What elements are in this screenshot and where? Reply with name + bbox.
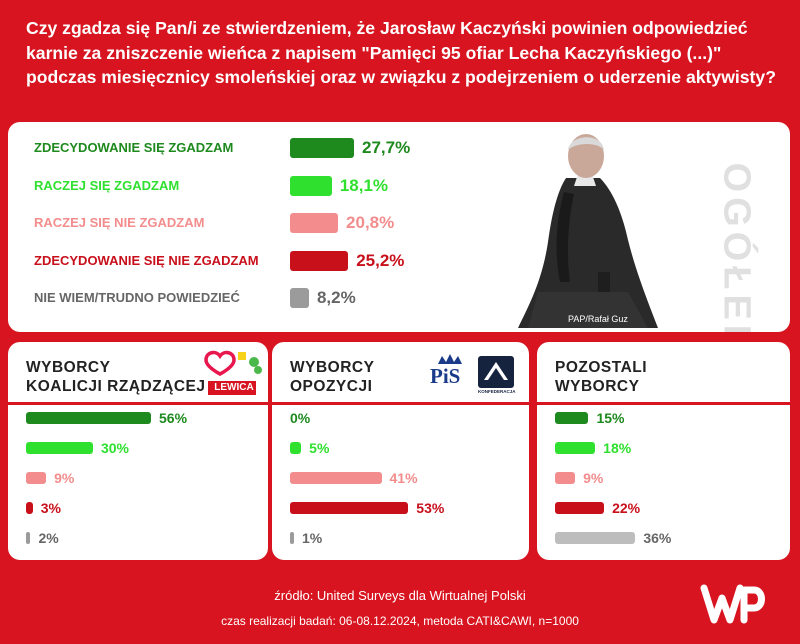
- group-divider: [8, 402, 268, 405]
- group-value-label: 41%: [389, 470, 418, 486]
- pis-logo-text: PiS: [430, 364, 461, 388]
- group-value-label: 22%: [612, 500, 641, 516]
- group-value-label: 56%: [159, 410, 188, 426]
- group-title: POZOSTALI WYBORCY: [555, 358, 647, 396]
- group-bar: [555, 412, 589, 424]
- group-value-label: 5%: [309, 440, 330, 456]
- overall-bar: [290, 213, 339, 233]
- overall-bar: [290, 251, 349, 271]
- overall-value-label: 20,8%: [346, 213, 395, 232]
- group-value-label: 3%: [40, 500, 61, 516]
- coalition-logos: LEWICA: [204, 348, 264, 398]
- group-bar: [26, 502, 33, 514]
- source-note: źródło: United Surveys dla Wirtualnej Po…: [274, 588, 526, 603]
- group-bar: [555, 472, 576, 484]
- group-bar: [290, 472, 382, 484]
- group-bar: [26, 412, 151, 424]
- overall-side-label: OGÓŁEM: [715, 162, 758, 332]
- group-value-label: 15%: [596, 410, 625, 426]
- group-title: WYBORCY OPOZYCJI: [290, 358, 374, 396]
- opposition-logos: PiS KONFEDERACJA: [422, 350, 522, 398]
- overall-value-label: 8,2%: [316, 288, 356, 307]
- overall-row-label: ZDECYDOWANIE SIĘ NIE ZGADZAM: [34, 253, 259, 268]
- konfederacja-logo-text: KONFEDERACJA: [478, 389, 516, 394]
- group-value-label: 30%: [100, 440, 129, 456]
- politician-photo: [518, 134, 658, 328]
- group-title: WYBORCY KOALICJI RZĄDZĄCEJ: [26, 358, 206, 396]
- group-title-line2: WYBORCY: [555, 378, 640, 395]
- group-title-line1: POZOSTALI: [555, 359, 648, 376]
- heart-logo-icon: [204, 350, 262, 395]
- survey-question: Czy zgadza się Pan/i ze stwierdzeniem, ż…: [26, 18, 776, 87]
- overall-value-label: 27,7%: [362, 138, 411, 157]
- overall-row-label: RACZEJ SIĘ ZGADZAM: [34, 178, 180, 193]
- group-panel-others: POZOSTALI WYBORCY 15% 18% 9% 22% 36%: [537, 342, 790, 560]
- overall-panel: ZDECYDOWANIE SIĘ ZGADZAM 27,7% RACZEJ SIĘ …: [8, 122, 790, 332]
- group-title-line2: KOALICJI RZĄDZĄCEJ: [26, 378, 206, 395]
- wp-logo-icon: [700, 584, 765, 624]
- group-divider: [272, 402, 529, 405]
- overall-row-label: ZDECYDOWANIE SIĘ ZGADZAM: [34, 140, 234, 155]
- group-bar: [290, 532, 294, 544]
- group-value-label: 18%: [603, 440, 632, 456]
- group-bar: [26, 442, 93, 454]
- overall-bar: [290, 176, 332, 196]
- survey-methodology: czas realizacji badań: 06-08.12.2024, me…: [221, 614, 579, 628]
- group-bar: [26, 532, 31, 544]
- group-bar: [290, 502, 409, 514]
- overall-bar: [290, 288, 309, 308]
- group-bar: [555, 532, 636, 544]
- group-title-line1: WYBORCY: [290, 359, 375, 376]
- group-value-label: 36%: [643, 530, 672, 546]
- overall-value-label: 18,1%: [339, 176, 389, 195]
- group-value-label: 2%: [38, 530, 59, 546]
- group-value-label: 1%: [302, 530, 323, 546]
- group-bar: [26, 472, 47, 484]
- photo-credit: PAP/Rafał Guz: [568, 314, 628, 324]
- group-panel-coalition: WYBORCY KOALICJI RZĄDZĄCEJ LEWICA 56% 30%…: [8, 342, 268, 560]
- overall-row-label: RACZEJ SIĘ NIE ZGADZAM: [34, 215, 205, 230]
- overall-row-label: NIE WIEM/TRUDNO POWIEDZIEĆ: [34, 290, 240, 305]
- overall-value-label: 25,2%: [356, 251, 405, 270]
- overall-bar: [290, 138, 354, 158]
- group-bar: [555, 502, 605, 514]
- group-title-line2: OPOZYCJI: [290, 378, 373, 395]
- group-bar: [555, 442, 596, 454]
- pis-logo-icon: [438, 354, 514, 388]
- lewica-logo-text: LEWICA: [214, 382, 254, 393]
- group-divider: [537, 402, 790, 405]
- group-value-label: 0%: [290, 410, 311, 426]
- group-value-label: 9%: [583, 470, 604, 486]
- group-value-label: 53%: [416, 500, 445, 516]
- group-title-line1: WYBORCY: [26, 359, 111, 376]
- group-value-label: 9%: [54, 470, 75, 486]
- group-panel-opposition: WYBORCY OPOZYCJI PiS KONFEDERACJA 0% 5% 41…: [272, 342, 529, 560]
- group-bar: [290, 442, 302, 454]
